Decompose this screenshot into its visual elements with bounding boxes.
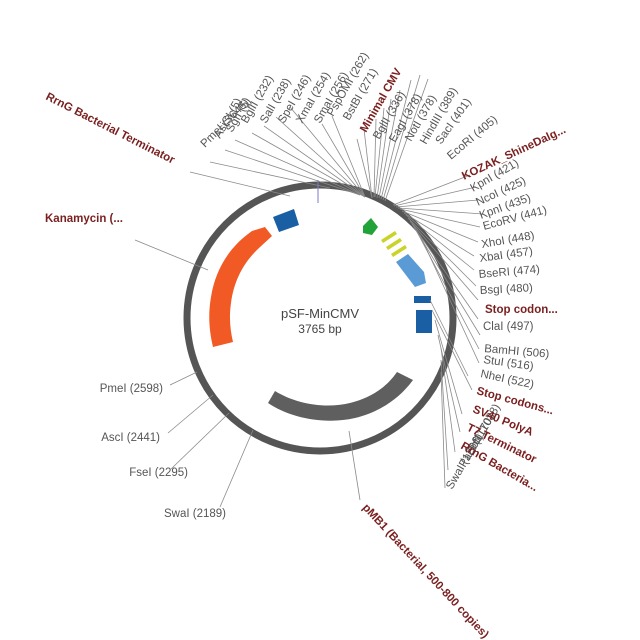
plasmid-size: 3765 bp [298, 322, 342, 336]
feature-label-rrng-left[interactable]: RrnG Bacterial Terminator [44, 91, 177, 167]
sv40-polya-feature[interactable] [414, 296, 431, 303]
kozak-feature[interactable] [381, 231, 397, 243]
kozak-feature-3[interactable] [391, 245, 407, 257]
site-label-swai-2189[interactable]: SwaI (2189) [164, 508, 226, 520]
site-label-bsgi[interactable]: BsgI (480) [480, 282, 534, 297]
plasmid-name: pSF-MinCMV [281, 306, 359, 321]
kanamycin-feature[interactable] [209, 227, 272, 347]
pmb1-origin-feature[interactable] [268, 372, 413, 421]
feature-label-pmb1[interactable]: pMB1 (Bacterial, 500-800 copies) [360, 502, 491, 640]
site-label-clai[interactable]: ClaI (497) [483, 321, 534, 333]
feature-label-stop-codons-1[interactable]: Stop codon... [485, 304, 558, 316]
minimal-cmv-feature[interactable] [363, 218, 378, 235]
feature-label-kanamycin[interactable]: Kanamycin (... [45, 213, 123, 225]
site-label-fsei[interactable]: FseI (2295) [129, 467, 188, 479]
plasmid-backbone [183, 181, 457, 455]
kozak-feature-2[interactable] [386, 238, 402, 250]
stop-codons-feature[interactable] [396, 254, 426, 287]
site-label-bamhi[interactable]: BamHI (506) [484, 343, 550, 361]
site-label-pmei-3646[interactable]: PmeI (3646) [199, 97, 252, 150]
site-label-pmei-2598[interactable]: PmeI (2598) [100, 383, 163, 395]
leader-lines [134, 74, 484, 508]
site-label-asci[interactable]: AscI (2441) [101, 432, 160, 444]
t7-terminator-feature[interactable] [416, 310, 432, 333]
site-label-bseri[interactable]: BseRI (474) [478, 264, 540, 281]
rrng-terminator-left-feature[interactable] [273, 209, 299, 232]
